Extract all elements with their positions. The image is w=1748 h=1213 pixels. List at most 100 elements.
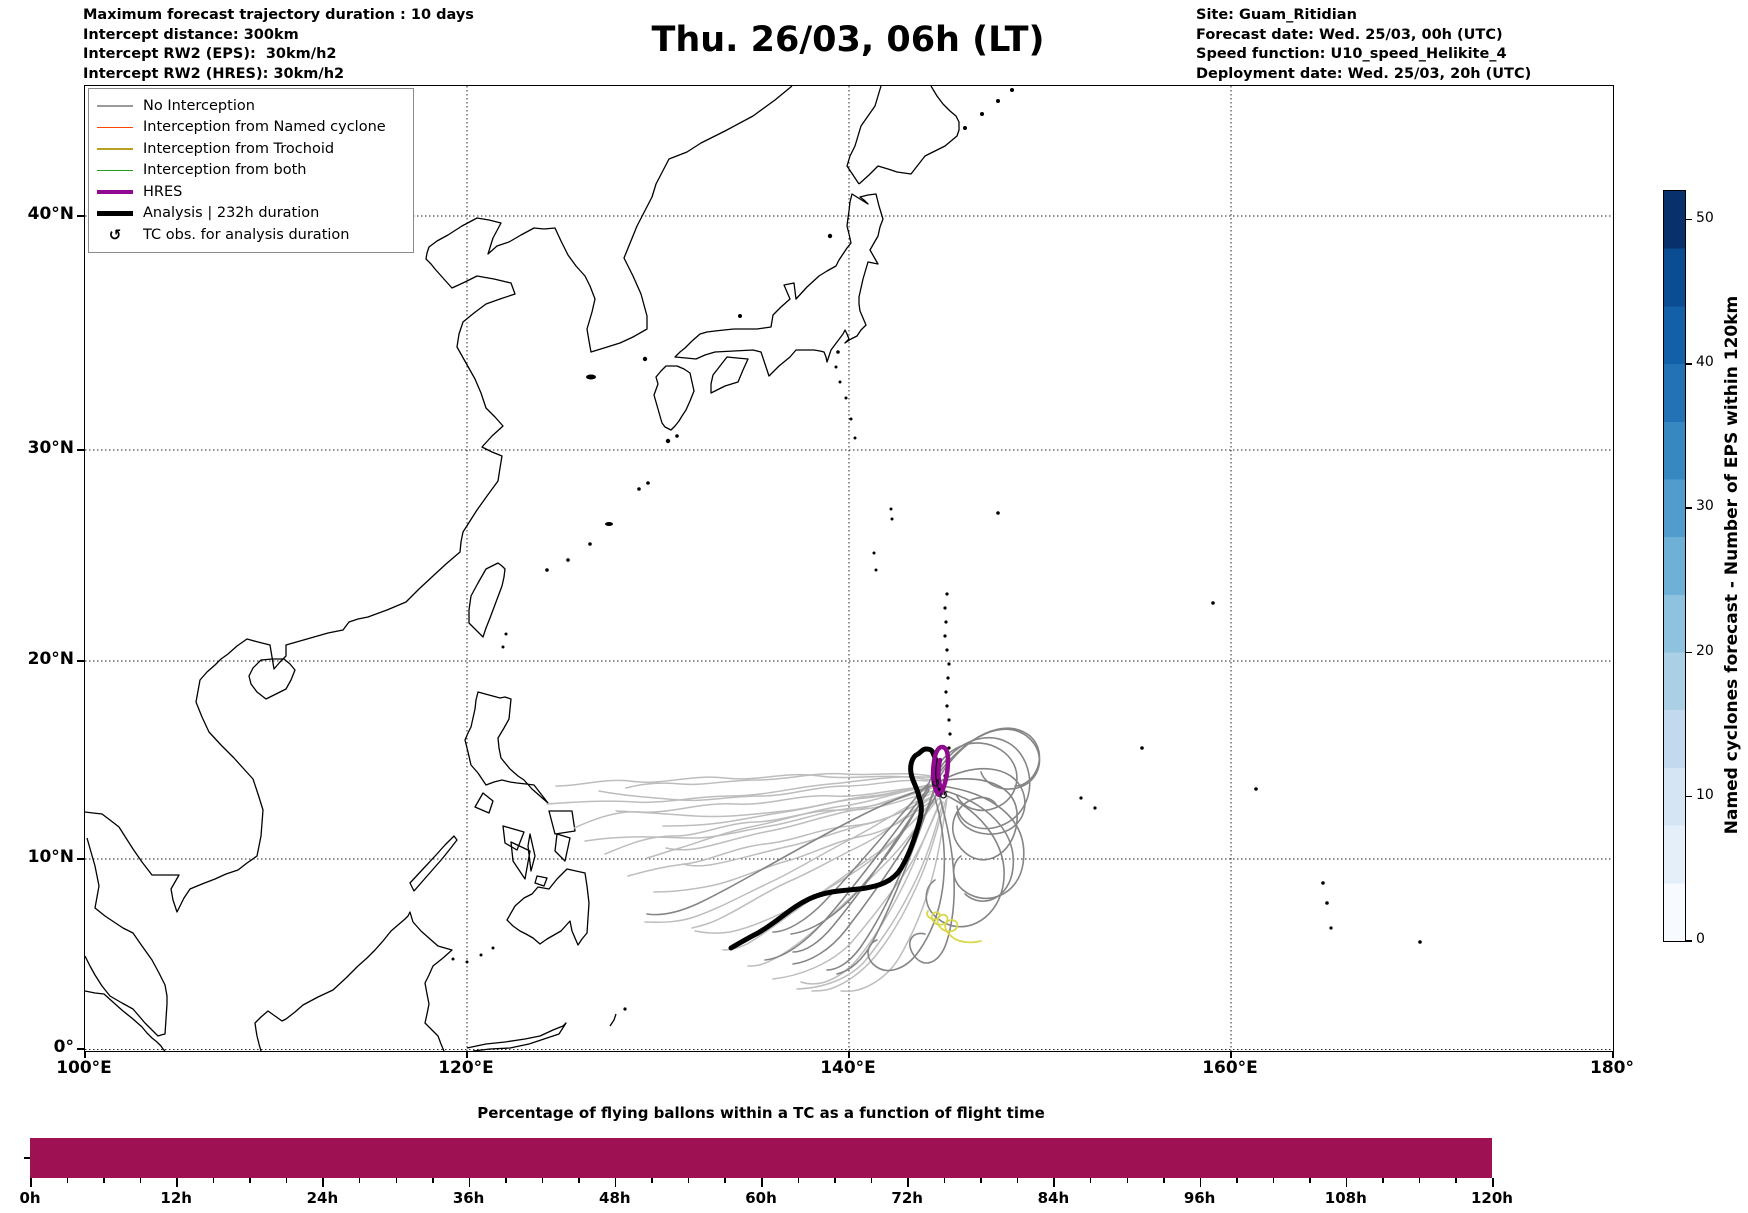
lat-tick-label: 40°N xyxy=(27,204,74,224)
eps-trajectory xyxy=(644,793,931,923)
eps-trajectory xyxy=(615,783,940,818)
tc-obs-marker: ↺ xyxy=(931,777,940,790)
lat-tick-label: 0° xyxy=(53,1037,74,1057)
flight-time-tick-label: 108h xyxy=(1324,1189,1367,1207)
colorbar-tick xyxy=(1686,651,1692,654)
legend-item: ↺ TC obs. for analysis duration xyxy=(97,224,403,246)
eps-trajectory xyxy=(909,787,955,964)
legend-item: No Interception xyxy=(97,95,403,117)
eps-trajectory xyxy=(682,793,938,867)
colorbar-tick xyxy=(1686,795,1692,798)
site-info-text: Site: Guam_Ritidian Forecast date: Wed. … xyxy=(1196,7,1532,82)
flight-time-tick xyxy=(432,1178,434,1183)
legend-line-swatch xyxy=(97,211,133,216)
legend-label: Interception from Trochoid xyxy=(143,140,335,157)
legend-line xyxy=(97,126,133,128)
flight-time-tick xyxy=(1236,1178,1238,1183)
flight-time-tick xyxy=(1199,1178,1202,1187)
eps-trajectory xyxy=(800,801,941,985)
trochoid-track xyxy=(926,910,982,944)
legend-line-swatch xyxy=(97,126,133,128)
legend-label: TC obs. for analysis duration xyxy=(143,226,350,243)
legend-line xyxy=(97,189,133,194)
colorbar-tick-label: 0 xyxy=(1696,931,1705,947)
colorbar-tick-label: 40 xyxy=(1696,354,1714,371)
coastlines xyxy=(85,86,960,1051)
eps-trajectory xyxy=(691,797,932,929)
flight-time-tick-label: 48h xyxy=(599,1189,631,1207)
legend-item: Analysis | 232h duration xyxy=(97,203,403,225)
bar-left-tick xyxy=(24,1157,30,1159)
eps-trajectory xyxy=(796,801,944,990)
flight-time-tick xyxy=(578,1178,580,1183)
flight-time-tick-label: 36h xyxy=(452,1189,485,1207)
flight-time-tick xyxy=(505,1178,507,1183)
flight-time-tick xyxy=(724,1178,726,1183)
lat-tick xyxy=(77,215,84,217)
flight-time-tick-label: 84h xyxy=(1037,1189,1070,1207)
lon-tick xyxy=(1612,1051,1614,1058)
flight-time-tick xyxy=(1418,1178,1421,1183)
lat-tick xyxy=(77,449,84,451)
flight-time-tick xyxy=(1345,1178,1348,1187)
eps-trajectory xyxy=(867,797,946,972)
flight-time-tick xyxy=(1053,1178,1055,1187)
flight-time-tick xyxy=(651,1178,653,1183)
flight-time-tick xyxy=(1272,1178,1275,1183)
lon-tick xyxy=(1230,1051,1232,1058)
eps-trajectory xyxy=(598,779,929,802)
flight-time-tick xyxy=(1126,1178,1128,1183)
colorbar xyxy=(1663,190,1686,942)
flight-time-tick-label: 96h xyxy=(1183,1189,1216,1207)
lat-tick-label: 20°N xyxy=(27,649,74,669)
flight-time-tick xyxy=(870,1178,873,1183)
lon-tick-label: 180° xyxy=(1590,1058,1634,1078)
lat-tick-label: 30°N xyxy=(27,438,74,458)
legend-line xyxy=(97,105,133,107)
map-legend[interactable]: No Interception Interception from Named c… xyxy=(88,88,414,253)
legend-line xyxy=(97,211,133,216)
legend-label: Interception from Named cyclone xyxy=(143,119,386,136)
legend-line xyxy=(97,148,133,150)
flight-time-tick xyxy=(907,1178,909,1187)
legend-label: No Interception xyxy=(143,97,255,114)
eps-trajectory xyxy=(625,772,932,789)
legend-line xyxy=(97,169,133,171)
lat-tick xyxy=(77,1048,84,1050)
flight-time-tick xyxy=(1382,1178,1384,1183)
flight-time-tick xyxy=(614,1178,617,1187)
lon-tick-label: 100°E xyxy=(56,1058,112,1078)
legend-line-swatch xyxy=(97,105,133,107)
eps-trajectory xyxy=(941,789,1015,902)
eps-trajectory xyxy=(772,783,929,933)
legend-label: HRES xyxy=(143,183,183,200)
legend-line-swatch xyxy=(97,148,133,150)
colorbar-title: Named cyclones forecast - Number of EPS … xyxy=(1718,190,1746,940)
colorbar-tick-label: 50 xyxy=(1696,209,1714,226)
flight-time-tick-label: 120h xyxy=(1471,1189,1513,1207)
eps-trajectory xyxy=(665,788,926,851)
eps-trajectory xyxy=(555,773,938,787)
flight-time-tick xyxy=(1163,1178,1165,1183)
eps-trajectory xyxy=(792,789,930,953)
legend-label: Analysis | 232h duration xyxy=(143,205,320,222)
flight-time-tick xyxy=(1016,1178,1019,1183)
flight-time-tick-label: 0h xyxy=(19,1189,41,1207)
eps-trajectory xyxy=(546,776,939,805)
flight-time-tick xyxy=(687,1178,690,1183)
bottom-chart-title: Percentage of flying ballons within a TC… xyxy=(477,1104,1045,1122)
lat-tick xyxy=(77,660,84,662)
eps-trajectory xyxy=(939,727,1041,787)
eps-trajectory xyxy=(764,785,931,961)
eps-trajectory xyxy=(573,785,936,829)
eps-trajectory xyxy=(811,799,947,992)
colorbar-tick xyxy=(1686,363,1692,365)
flight-time-tick xyxy=(395,1178,397,1183)
flight-time-tick xyxy=(1309,1178,1311,1183)
colorbar-tick-label: 30 xyxy=(1696,498,1714,515)
flight-time-tick xyxy=(834,1178,836,1183)
flight-time-tick xyxy=(322,1178,324,1187)
lon-tick xyxy=(466,1051,468,1058)
flight-time-tick-label: 72h xyxy=(891,1189,923,1207)
